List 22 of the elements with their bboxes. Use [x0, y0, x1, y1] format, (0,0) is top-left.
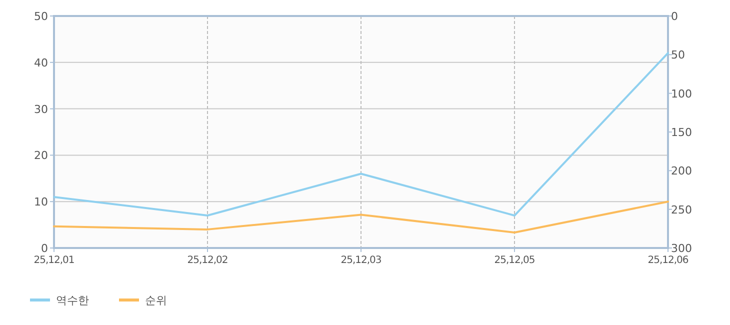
y-tick-label: 40	[34, 56, 48, 70]
legend-label: 역수한	[56, 294, 89, 307]
line-series	[53, 52, 669, 217]
y2-tick-label: 0	[671, 10, 678, 23]
x-tick-label: 25,12,05	[494, 255, 535, 266]
x-tick-label: 25,12,01	[34, 255, 74, 266]
x-tick-label: 25,12,03	[340, 255, 382, 266]
line-series	[53, 200, 669, 234]
y2-tick-label: 50	[671, 48, 685, 62]
y2-tick-label: 200	[671, 164, 692, 178]
y2-tick-label: 250	[671, 203, 692, 216]
y-tick-label: 30	[34, 102, 48, 116]
x-tick-label: 25,12,02	[187, 255, 228, 266]
legend-label: 순위	[145, 294, 167, 307]
y2-tick-label: 150	[671, 126, 692, 139]
y-tick-label: 10	[34, 196, 48, 209]
y2-tick-label: 100	[671, 87, 692, 100]
y-tick-label: 20	[34, 149, 48, 162]
y-tick-label: 50	[34, 10, 48, 23]
y-tick-label: 0	[41, 242, 48, 255]
y2-tick-label: 300	[671, 242, 692, 255]
x-tick-label: 25,12,06	[648, 255, 688, 266]
